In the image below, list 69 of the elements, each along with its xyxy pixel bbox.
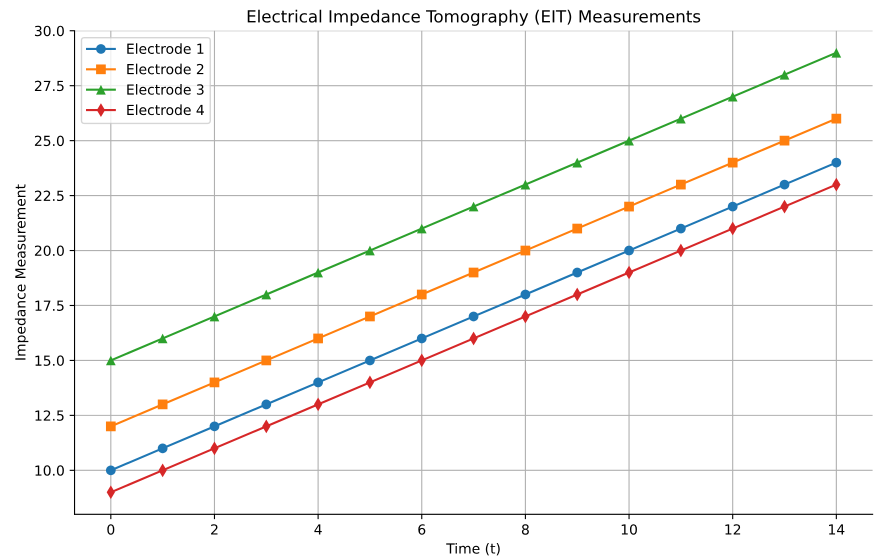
point xyxy=(572,158,582,168)
point xyxy=(158,334,168,344)
point xyxy=(624,246,634,256)
point xyxy=(106,422,116,432)
point xyxy=(365,356,375,366)
point xyxy=(106,356,116,366)
x-tick-label: 0 xyxy=(107,524,114,535)
x-tick-label: 4 xyxy=(314,524,322,535)
point xyxy=(365,312,375,322)
legend-label: Electrode 4 xyxy=(127,104,204,116)
point xyxy=(831,48,842,58)
legend-label: Electrode 2 xyxy=(127,64,204,74)
point xyxy=(261,290,272,300)
point xyxy=(780,180,790,190)
point xyxy=(210,312,220,322)
point xyxy=(831,114,842,124)
y-axis-title: Impedance Measurement xyxy=(14,184,28,360)
point xyxy=(261,356,272,366)
legend-label: Electrode 3 xyxy=(127,84,204,95)
point xyxy=(728,92,738,102)
point xyxy=(416,334,427,344)
point xyxy=(780,70,790,80)
x-tick-label: 12 xyxy=(725,524,740,535)
y-tick-label: 15.0 xyxy=(35,355,64,366)
point xyxy=(520,290,530,300)
point xyxy=(468,202,478,212)
chart-title: Electrical Impedance Tomography (EIT) Measurements xyxy=(248,10,700,26)
point xyxy=(520,180,530,190)
point xyxy=(676,114,686,124)
y-tick-label: 25.0 xyxy=(34,136,64,146)
point xyxy=(572,224,582,234)
point xyxy=(676,224,686,234)
point xyxy=(831,158,842,168)
y-tick-label: 20.0 xyxy=(34,246,64,256)
y-tick-label: 10.0 xyxy=(35,465,64,476)
point xyxy=(728,158,738,168)
point xyxy=(313,334,323,344)
y-tick-label: 30.0 xyxy=(34,26,64,36)
point xyxy=(624,202,634,212)
x-tick-label: 10 xyxy=(622,524,637,535)
x-tick-label: 8 xyxy=(522,524,529,535)
point xyxy=(728,202,738,212)
point xyxy=(158,443,168,454)
point xyxy=(261,400,272,410)
point xyxy=(210,422,220,432)
y-tick-label: 17.5 xyxy=(35,300,64,311)
point xyxy=(416,224,427,234)
point xyxy=(624,136,634,146)
point xyxy=(468,312,478,322)
point xyxy=(468,268,478,278)
point xyxy=(416,290,427,300)
point xyxy=(520,246,530,256)
x-tick-label: 6 xyxy=(418,524,426,535)
x-axis-title: Time (t) xyxy=(446,543,500,556)
point xyxy=(676,180,686,190)
point xyxy=(210,378,220,388)
x-tick-label: 2 xyxy=(211,524,218,535)
point xyxy=(780,136,790,146)
point xyxy=(572,268,582,278)
y-tick-label: 12.5 xyxy=(35,410,64,421)
point xyxy=(106,465,116,476)
point xyxy=(313,268,323,278)
point xyxy=(365,246,375,256)
legend-label: Electrode 1 xyxy=(127,43,204,54)
point xyxy=(158,400,168,410)
x-tick-label: 14 xyxy=(829,524,844,535)
y-tick-label: 22.5 xyxy=(34,190,64,202)
y-tick-label: 27.5 xyxy=(34,80,64,92)
point xyxy=(313,378,323,388)
